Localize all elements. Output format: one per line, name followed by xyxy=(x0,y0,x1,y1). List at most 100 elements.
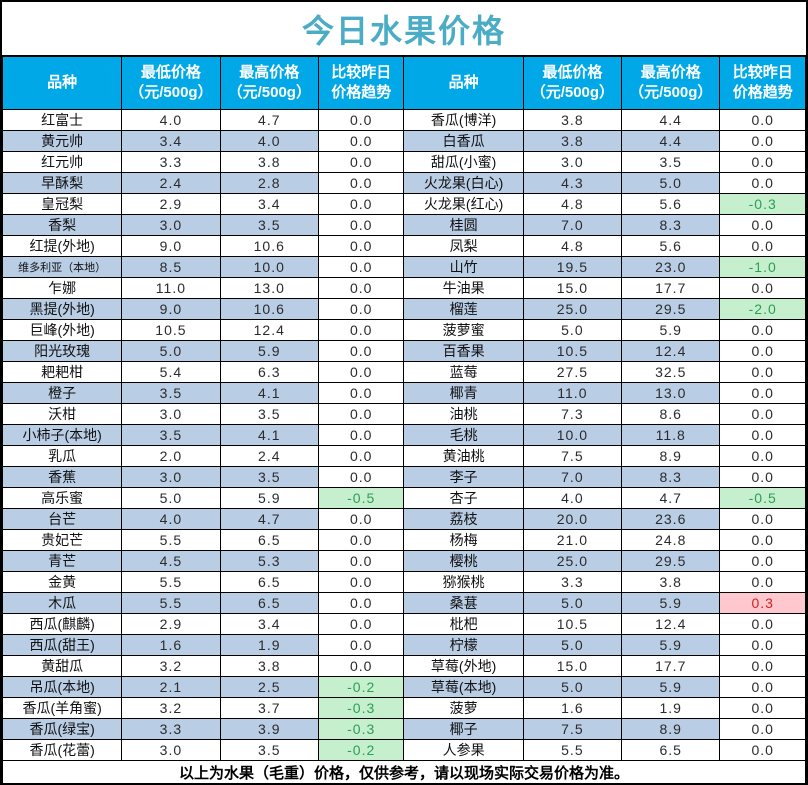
trend-cell: 0.0 xyxy=(317,360,405,383)
min-price-cell: 1.6 xyxy=(522,696,623,719)
fruit-name-cell: 香蕉 xyxy=(2,465,123,488)
min-price-cell: 5.0 xyxy=(121,486,221,509)
trend-cell: 0.0 xyxy=(719,717,806,740)
trend-cell: -2.0 xyxy=(719,297,806,320)
trend-cell: -0.3 xyxy=(317,717,405,740)
min-price-cell: 3.0 xyxy=(121,465,221,488)
col-header-max-right: 最高价格 （元/500g） xyxy=(621,55,721,110)
fruit-name-cell: 山竹 xyxy=(403,255,524,278)
max-price-cell: 3.5 xyxy=(621,150,721,173)
fruit-name-cell: 杏子 xyxy=(403,486,524,509)
max-price-cell: 5.9 xyxy=(621,318,721,341)
fruit-name-cell: 草莓(本地) xyxy=(403,675,524,698)
trend-cell: 0.0 xyxy=(317,570,405,593)
max-price-cell: 3.8 xyxy=(219,654,319,677)
fruit-name-cell: 耙耙柑 xyxy=(2,360,123,383)
min-price-cell: 20.0 xyxy=(522,507,623,530)
fruit-row: 阳光玫瑰 5.0 5.9 0.0 百香果 10.5 12.4 0.0 xyxy=(2,339,806,362)
col-header-label: 最低价格 xyxy=(140,63,201,81)
max-price-cell: 5.9 xyxy=(219,339,319,362)
max-price-cell: 8.3 xyxy=(621,465,721,488)
max-price-cell: 13.0 xyxy=(621,381,721,404)
max-price-cell: 3.4 xyxy=(219,612,319,635)
fruit-name-cell: 杨梅 xyxy=(403,528,524,551)
max-price-cell: 5.6 xyxy=(621,192,721,215)
trend-cell: 0.0 xyxy=(719,339,806,362)
max-price-cell: 10.6 xyxy=(219,297,319,320)
trend-cell: 0.0 xyxy=(317,654,405,677)
fruit-name-cell: 巨峰(外地) xyxy=(2,318,123,341)
col-header-label: 最高价格 xyxy=(640,63,701,81)
min-price-cell: 15.0 xyxy=(522,654,623,677)
col-header-variety-right: 品种 xyxy=(403,55,524,110)
trend-cell: 0.0 xyxy=(317,339,405,362)
max-price-cell: 17.7 xyxy=(621,654,721,677)
min-price-cell: 5.0 xyxy=(522,633,623,656)
fruit-name-cell: 沃柑 xyxy=(2,402,123,425)
fruit-name-cell: 樱桃 xyxy=(403,549,524,572)
trend-cell: 0.0 xyxy=(317,528,405,551)
min-price-cell: 3.0 xyxy=(121,213,221,236)
min-price-cell: 7.0 xyxy=(522,465,623,488)
fruit-name-cell: 金黄 xyxy=(2,570,123,593)
min-price-cell: 4.8 xyxy=(522,192,623,215)
trend-cell: -0.5 xyxy=(317,486,405,509)
trend-cell: 0.0 xyxy=(719,318,806,341)
min-price-cell: 3.8 xyxy=(522,108,623,131)
fruit-name-cell: 李子 xyxy=(403,465,524,488)
trend-cell: 0.0 xyxy=(719,381,806,404)
fruit-row: 木瓜 5.5 6.5 0.0 桑葚 5.0 5.9 0.3 xyxy=(2,591,806,614)
trend-cell: 0.0 xyxy=(317,171,405,194)
fruit-row: 红元帅 3.3 3.8 0.0 甜瓜(小蜜) 3.0 3.5 0.0 xyxy=(2,150,806,173)
min-price-cell: 9.0 xyxy=(121,297,221,320)
fruit-name-cell: 维多利亚（本地） xyxy=(2,255,123,278)
trend-cell: 0.0 xyxy=(719,465,806,488)
fruit-name-cell: 乍娜 xyxy=(2,276,123,299)
col-header-label: 比较昨日 xyxy=(732,63,793,81)
min-price-cell: 2.9 xyxy=(121,612,221,635)
max-price-cell: 5.9 xyxy=(621,675,721,698)
fruit-name-cell: 吊瓜(本地) xyxy=(2,675,123,698)
fruit-name-cell: 红富士 xyxy=(2,108,123,131)
min-price-cell: 3.0 xyxy=(522,150,623,173)
min-price-cell: 2.9 xyxy=(121,192,221,215)
fruit-name-cell: 橙子 xyxy=(2,381,123,404)
fruit-name-cell: 菠萝蜜 xyxy=(403,318,524,341)
col-header-label: 最低价格 xyxy=(542,63,603,81)
min-price-cell: 25.0 xyxy=(522,549,623,572)
min-price-cell: 10.5 xyxy=(522,339,623,362)
max-price-cell: 5.0 xyxy=(621,171,721,194)
max-price-cell: 4.1 xyxy=(219,423,319,446)
fruit-name-cell: 黑提(外地) xyxy=(2,297,123,320)
disclaimer-text: 以上为水果（毛重）价格，仅供参考，请以现场实际交易价格为准。 xyxy=(2,759,806,783)
fruit-name-cell: 火龙果(红心) xyxy=(403,192,524,215)
max-price-cell: 12.4 xyxy=(621,612,721,635)
min-price-cell: 5.5 xyxy=(522,738,623,761)
trend-cell: 0.0 xyxy=(719,108,806,131)
col-header-trend-right: 比较昨日 价格趋势 xyxy=(719,55,806,110)
max-price-cell: 4.1 xyxy=(219,381,319,404)
trend-cell: 0.0 xyxy=(317,465,405,488)
max-price-cell: 8.3 xyxy=(621,213,721,236)
fruit-row: 西瓜(麒麟) 2.9 3.4 0.0 枇杷 10.5 12.4 0.0 xyxy=(2,612,806,635)
min-price-cell: 1.6 xyxy=(121,633,221,656)
trend-cell: 0.0 xyxy=(719,612,806,635)
min-price-cell: 3.4 xyxy=(121,129,221,152)
fruit-name-cell: 椰青 xyxy=(403,381,524,404)
fruit-name-cell: 皇冠梨 xyxy=(2,192,123,215)
fruit-row: 金黄 5.5 6.5 0.0 猕猴桃 3.3 3.8 0.0 xyxy=(2,570,806,593)
max-price-cell: 4.7 xyxy=(219,108,319,131)
max-price-cell: 5.6 xyxy=(621,234,721,257)
fruit-name-cell: 黄油桃 xyxy=(403,444,524,467)
trend-cell: -0.3 xyxy=(719,192,806,215)
trend-cell: -1.0 xyxy=(719,255,806,278)
min-price-cell: 7.5 xyxy=(522,717,623,740)
min-price-cell: 10.5 xyxy=(121,318,221,341)
fruit-name-cell: 百香果 xyxy=(403,339,524,362)
fruit-name-cell: 人参果 xyxy=(403,738,524,761)
table-header: 品种 最低价格 （元/500g） 最高价格 （元/500g） 比较昨日 价格趋势… xyxy=(2,55,806,110)
fruit-name-cell: 贵妃芒 xyxy=(2,528,123,551)
min-price-cell: 3.8 xyxy=(522,129,623,152)
max-price-cell: 6.5 xyxy=(219,528,319,551)
fruit-row: 贵妃芒 5.5 6.5 0.0 杨梅 21.0 24.8 0.0 xyxy=(2,528,806,551)
